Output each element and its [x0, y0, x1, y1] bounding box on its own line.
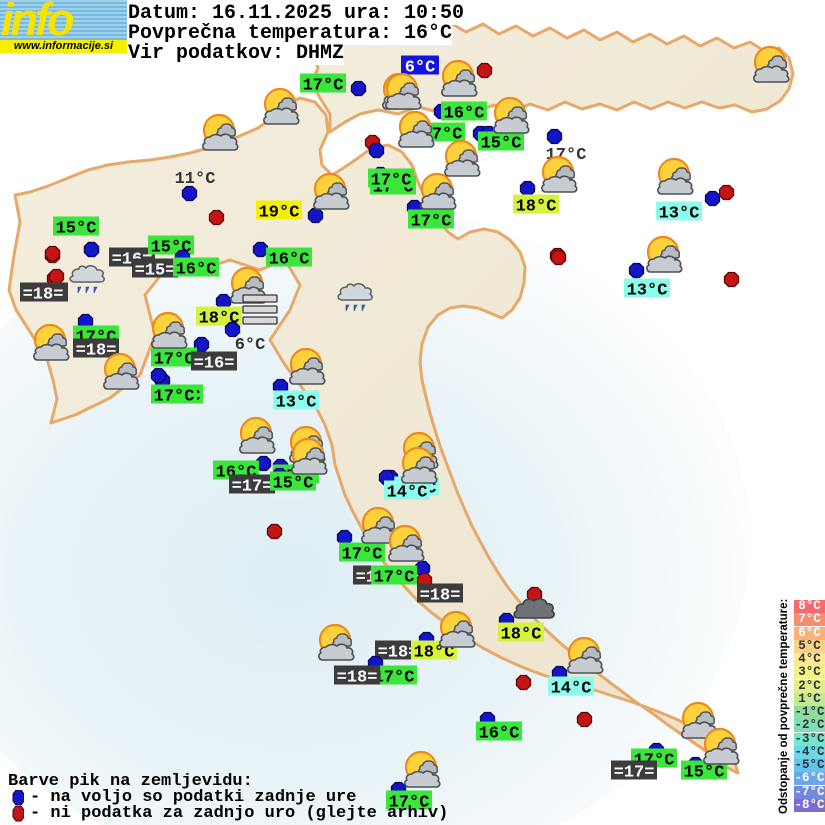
- svg-text:17°C: 17°C: [411, 213, 452, 232]
- svg-text:17°C: 17°C: [154, 351, 195, 370]
- svg-text:16°C: 16°C: [176, 261, 217, 280]
- svg-text:19°C: 19°C: [259, 204, 300, 223]
- svg-text:15°C: 15°C: [481, 135, 522, 154]
- svg-text:15°C: 15°C: [273, 475, 314, 494]
- svg-text:=18=: =18=: [23, 286, 64, 305]
- svg-text:13°C: 13°C: [627, 282, 668, 301]
- svg-text:6°C: 6°C: [235, 336, 266, 355]
- svg-text:16°C: 16°C: [444, 105, 485, 124]
- svg-text:13°C: 13°C: [659, 205, 700, 224]
- svg-text:=18=: =18=: [337, 669, 378, 688]
- svg-text:18°C: 18°C: [516, 198, 557, 217]
- svg-text:17°C: 17°C: [154, 388, 195, 407]
- svg-text:=18=: =18=: [420, 587, 461, 606]
- svg-text:=15=: =15=: [135, 262, 176, 281]
- svg-text:17°C: 17°C: [303, 77, 344, 96]
- svg-text:=17=: =17=: [232, 478, 273, 497]
- svg-text:16°C: 16°C: [479, 725, 520, 744]
- svg-text:15°C: 15°C: [684, 764, 725, 783]
- svg-text:17°C: 17°C: [371, 172, 412, 191]
- svg-text:16°C: 16°C: [269, 251, 310, 270]
- svg-text:15°C: 15°C: [56, 220, 97, 239]
- svg-text:17°C: 17°C: [374, 569, 415, 588]
- svg-text:14°C: 14°C: [387, 484, 428, 503]
- svg-text:11°C: 11°C: [175, 170, 216, 189]
- svg-text:=16=: =16=: [194, 355, 235, 374]
- svg-text:18°C: 18°C: [501, 626, 542, 645]
- svg-text:=17=: =17=: [614, 764, 655, 783]
- svg-text:13°C: 13°C: [276, 394, 317, 413]
- svg-text:14°C: 14°C: [551, 680, 592, 699]
- svg-text:17°C: 17°C: [342, 546, 383, 565]
